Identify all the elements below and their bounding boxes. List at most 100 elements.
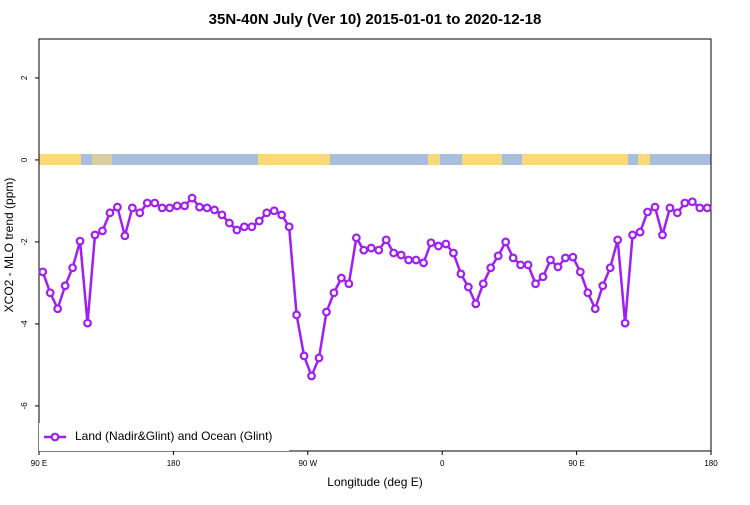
point	[142, 198, 152, 208]
land-ocean-strip	[39, 154, 711, 165]
point	[590, 304, 600, 314]
point	[247, 222, 257, 232]
legend-marker	[50, 432, 60, 442]
point	[262, 208, 272, 218]
point	[501, 237, 511, 247]
point	[702, 203, 712, 213]
y-tick-label: -6	[20, 402, 29, 410]
point	[150, 198, 160, 208]
point	[127, 203, 137, 213]
point	[60, 281, 70, 291]
point	[419, 258, 428, 268]
point	[404, 255, 414, 265]
legend	[39, 423, 289, 451]
x-tick-label: 90 E	[31, 459, 47, 468]
point	[180, 201, 190, 211]
land	[39, 154, 81, 165]
point	[165, 203, 175, 213]
point	[337, 273, 346, 283]
land	[462, 154, 502, 165]
y-tick-label: -4	[20, 320, 29, 328]
point	[508, 253, 518, 263]
point	[292, 310, 302, 320]
x-tick-label: 180	[704, 459, 718, 468]
point	[434, 241, 443, 251]
point	[351, 233, 361, 243]
land	[428, 154, 440, 165]
land	[522, 154, 628, 165]
point	[695, 203, 705, 213]
point	[523, 260, 533, 270]
point	[38, 267, 48, 277]
x-tick-label: 180	[167, 459, 181, 468]
point	[613, 235, 623, 245]
point	[239, 222, 249, 232]
point	[98, 226, 107, 236]
point	[531, 279, 540, 289]
point	[157, 203, 167, 213]
point	[284, 222, 294, 232]
point	[254, 216, 264, 226]
point	[538, 272, 548, 282]
point	[456, 269, 466, 279]
point	[269, 206, 279, 216]
point	[426, 238, 436, 248]
point	[411, 255, 421, 265]
point	[381, 235, 391, 245]
point	[620, 318, 630, 328]
point	[374, 245, 384, 255]
point	[277, 210, 287, 220]
point	[344, 279, 354, 289]
plot-frame	[38, 38, 712, 452]
point	[516, 260, 525, 270]
y-tick-label: 2	[20, 75, 29, 80]
point	[449, 248, 458, 258]
point	[546, 255, 555, 265]
point	[665, 203, 675, 213]
point	[561, 253, 570, 263]
point	[478, 279, 488, 289]
point	[210, 205, 219, 215]
x-tick-label: 90 E	[568, 459, 584, 468]
point	[598, 281, 608, 291]
point	[135, 208, 145, 218]
point	[232, 225, 242, 235]
point	[650, 202, 660, 212]
point	[224, 218, 234, 228]
point	[441, 239, 451, 249]
point	[680, 198, 690, 208]
point	[575, 267, 585, 277]
point	[112, 202, 122, 212]
y-tick-label: 0	[20, 157, 29, 162]
point	[673, 208, 682, 218]
point	[359, 245, 369, 255]
point	[687, 197, 697, 207]
point	[366, 243, 376, 253]
point	[389, 248, 399, 258]
y-tick-label: -2	[20, 238, 29, 246]
land	[258, 154, 330, 165]
point	[314, 353, 324, 363]
point	[329, 288, 339, 298]
point	[53, 304, 63, 314]
point	[172, 201, 182, 211]
point	[463, 282, 473, 292]
point	[322, 307, 331, 317]
point	[471, 299, 481, 309]
point	[105, 208, 115, 218]
point	[90, 230, 100, 240]
point	[120, 231, 130, 241]
point	[83, 318, 92, 328]
point	[68, 263, 77, 273]
point	[605, 263, 615, 273]
point	[568, 252, 578, 262]
point	[45, 288, 55, 298]
point	[658, 230, 667, 240]
x-axis-label: Longitude (deg E)	[327, 475, 422, 489]
x-tick-label: 0	[440, 459, 445, 468]
y-axis-label: XCO2 - MLO trend (ppm)	[2, 178, 16, 313]
point	[299, 351, 309, 361]
point	[553, 262, 563, 272]
point	[396, 250, 406, 260]
